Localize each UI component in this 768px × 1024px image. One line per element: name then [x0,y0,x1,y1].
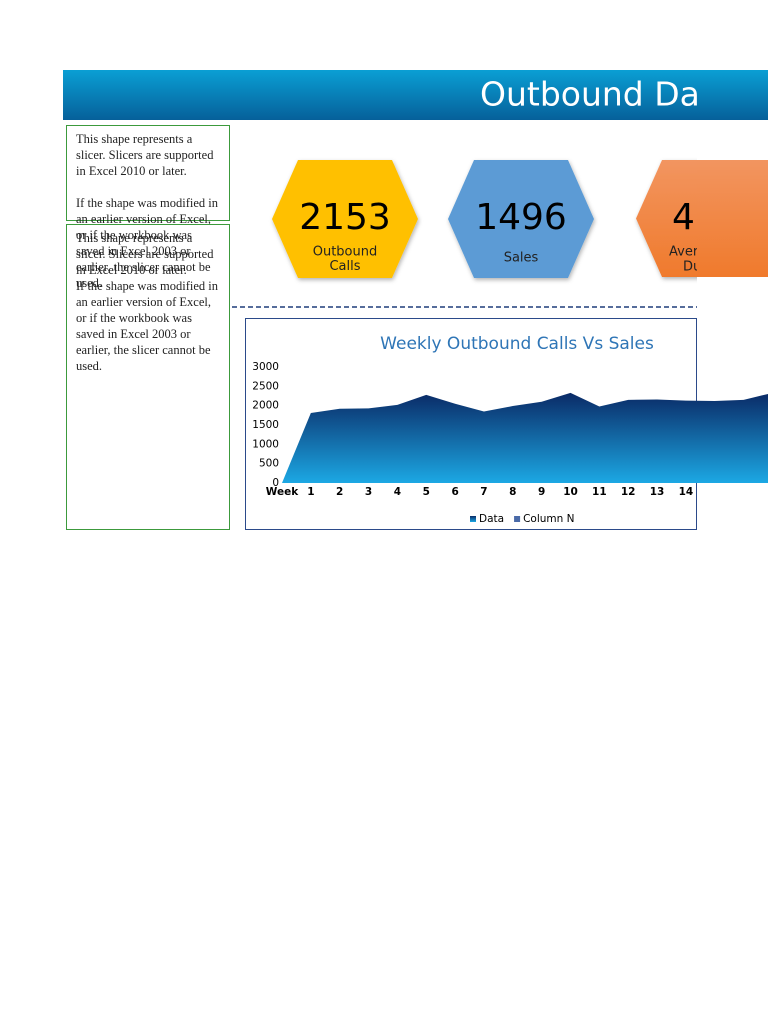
kpi-card: 1496 Sales [448,160,594,278]
x-tick-label: 13 [650,486,665,498]
kpi-label: Du [683,260,701,275]
x-tick-label: 10 [563,486,578,498]
legend-marker [514,516,521,522]
x-tick-label: 6 [451,486,458,498]
y-tick-label: 1000 [252,438,279,450]
kpi-label: Sales [504,251,539,266]
y-tick-label: 2000 [252,400,279,412]
header-bar [63,70,768,120]
kpi-label: Calls [329,259,360,274]
kpi-value: 2153 [299,197,391,238]
legend-label: Column N [523,513,574,525]
x-tick-label: 3 [365,486,372,498]
kpi-value: 1496 [475,197,567,238]
x-tick-label: 12 [621,486,636,498]
slicer-text: This shape represents a slicer. Slicers … [76,231,214,277]
kpi-hexagon [636,160,697,277]
kpi-hexagon [272,160,418,278]
chart-title: Weekly Outbound Calls Vs Sales [380,334,654,354]
y-tick-label: 500 [259,458,279,470]
kpi-value: 4 [672,197,695,238]
legend-label: Data [479,513,504,525]
legend-marker [470,516,476,522]
x-tick-label: 7 [480,486,487,498]
y-tick-label: 2500 [252,380,279,392]
x-tick-label: 14 [679,486,694,498]
x-tick-label: 8 [509,486,516,498]
kpi-label: Aver [669,245,699,260]
x-tick-label: 11 [592,486,607,498]
y-tick-label: 3000 [252,361,279,373]
slicer-text: If the shape was modified in an earlier … [76,279,218,373]
x-tick-label: 1 [307,486,314,498]
x-tick-label: Week [266,486,299,498]
y-tick-label: 0 [272,477,279,489]
slicer-placeholder: This shape represents a slicer. Slicers … [66,125,230,290]
slicer-placeholder: This shape represents a slicer. Slicers … [66,224,230,530]
kpi-overlay [697,160,768,277]
slicer-text: This shape represents a slicer. Slicers … [76,132,214,178]
x-tick-label: 5 [423,486,430,498]
x-tick-label: 4 [394,486,401,498]
area-series [282,392,768,483]
header-title: Outbound Da [480,75,700,114]
y-tick-label: 1500 [252,419,279,431]
kpi-label: Outbound [313,245,378,260]
slicer-text: If the shape was modified in an earlier … [76,196,218,290]
kpi-hexagon [448,160,594,278]
x-tick-label: 9 [538,486,545,498]
x-tick-label: 2 [336,486,343,498]
